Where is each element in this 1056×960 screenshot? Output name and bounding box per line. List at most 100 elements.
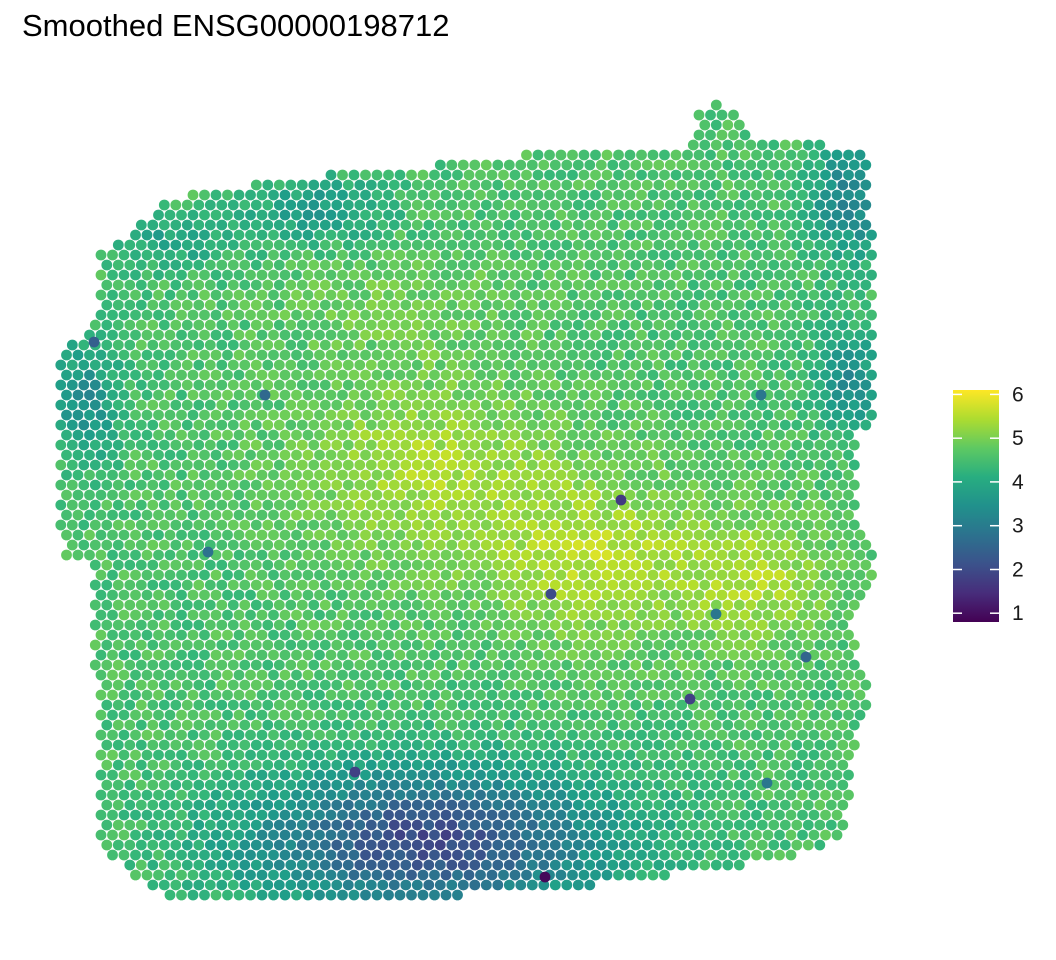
spot	[624, 589, 636, 601]
spot	[774, 829, 785, 841]
spot	[733, 279, 745, 291]
spot	[411, 259, 423, 271]
spot	[342, 279, 354, 291]
spot	[567, 349, 578, 361]
spot	[348, 369, 360, 381]
spot	[285, 779, 297, 791]
spot	[285, 199, 297, 211]
spot	[262, 579, 274, 591]
spot	[440, 329, 452, 341]
spot	[774, 669, 785, 681]
spot	[371, 629, 383, 641]
spot	[314, 709, 325, 721]
spot	[831, 809, 843, 821]
spot	[480, 159, 492, 171]
spot	[521, 169, 532, 181]
spot	[199, 729, 210, 741]
spot	[572, 719, 584, 731]
spot	[124, 479, 136, 491]
spot	[521, 689, 532, 701]
spot	[549, 879, 561, 891]
spot	[268, 409, 279, 421]
spot	[802, 719, 814, 731]
spot	[664, 559, 676, 571]
spot	[262, 239, 274, 251]
spot	[745, 559, 757, 571]
spot	[411, 719, 423, 731]
spot	[262, 879, 274, 891]
spot	[388, 259, 400, 271]
spot	[515, 799, 527, 811]
spot	[216, 839, 228, 851]
spot	[446, 539, 458, 551]
spot	[498, 829, 509, 841]
spot	[653, 399, 665, 411]
spot	[613, 229, 624, 241]
spot	[130, 229, 141, 241]
spot	[308, 339, 320, 351]
spot	[411, 439, 423, 451]
spot	[360, 529, 371, 541]
spot	[377, 379, 389, 391]
spot	[440, 489, 452, 501]
spot	[394, 569, 406, 581]
spot	[785, 249, 797, 261]
spot	[285, 219, 297, 231]
spot	[262, 639, 274, 651]
spot	[492, 759, 504, 771]
spot	[262, 679, 274, 691]
spot	[204, 659, 216, 671]
spot	[457, 699, 469, 711]
spot	[509, 849, 521, 861]
spot	[337, 629, 348, 641]
spot	[820, 229, 831, 241]
spot	[515, 479, 527, 491]
spot	[762, 749, 774, 761]
spot	[728, 609, 739, 621]
spot	[779, 799, 791, 811]
spot	[319, 539, 331, 551]
spot	[653, 759, 665, 771]
chart-title: Smoothed ENSG00000198712	[22, 8, 450, 43]
spot	[526, 719, 538, 731]
spot	[854, 409, 866, 421]
spot	[371, 249, 383, 261]
spot	[820, 629, 831, 641]
spot	[532, 149, 544, 161]
spot	[337, 189, 348, 201]
spot	[227, 879, 239, 891]
spot	[262, 759, 274, 771]
spot	[561, 279, 573, 291]
spot	[613, 149, 624, 161]
spot	[572, 159, 584, 171]
spot	[584, 359, 596, 371]
spot	[354, 319, 366, 331]
spot	[549, 359, 561, 371]
spot	[664, 659, 676, 671]
spot	[555, 589, 567, 601]
spot	[843, 289, 854, 301]
spot	[429, 529, 440, 541]
spot	[204, 819, 216, 831]
spot	[802, 159, 814, 171]
spot	[745, 179, 757, 191]
spot	[641, 379, 653, 391]
spot	[112, 559, 124, 571]
spot	[745, 839, 757, 851]
spot	[544, 729, 555, 741]
spot	[411, 659, 423, 671]
spot	[141, 249, 153, 261]
spot	[440, 849, 452, 861]
spot	[831, 629, 843, 641]
spot	[676, 799, 688, 811]
spot	[388, 599, 400, 611]
spot	[463, 209, 475, 221]
spot	[411, 699, 423, 711]
spot	[584, 159, 596, 171]
spot	[95, 789, 107, 801]
spot	[130, 369, 141, 381]
spot	[262, 459, 274, 471]
spot	[457, 379, 469, 391]
spot	[434, 379, 446, 391]
spot	[831, 669, 843, 681]
